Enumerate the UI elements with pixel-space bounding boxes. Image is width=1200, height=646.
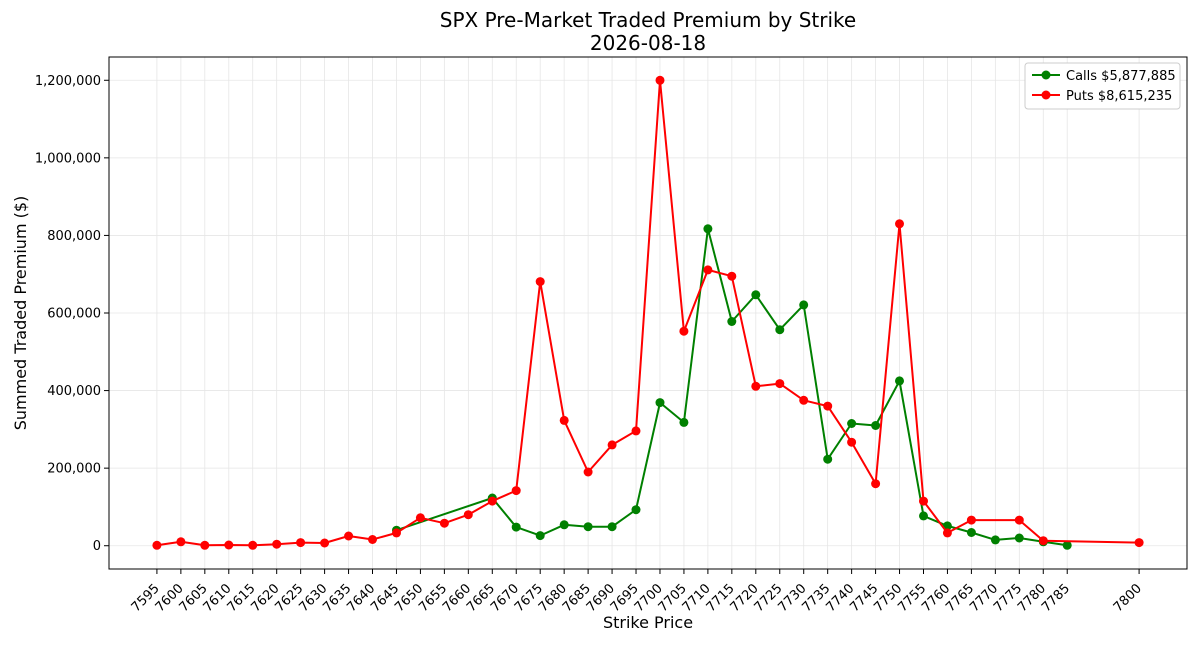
y-axis: 0 200,000 400,000 600,000 800,000 1,000,000 1,… (35, 74, 109, 554)
chart-subtitle: 2026-08-18 (590, 31, 706, 55)
y-tick-label: 200,000 (47, 462, 101, 477)
series-calls (392, 224, 1072, 550)
data-point (296, 538, 306, 548)
data-point (631, 505, 641, 515)
data-point (799, 300, 809, 310)
data-point (895, 219, 904, 229)
data-point (1014, 533, 1024, 543)
data-point (368, 535, 377, 544)
legend: Calls $5,877,885 Puts $8,615,235 (1024, 62, 1181, 110)
legend-puts-label: Puts $8,615,235 (1066, 89, 1172, 104)
x-axis-label: Strike Price (603, 613, 693, 632)
data-point (559, 415, 569, 425)
data-point (631, 426, 641, 436)
y-tick-label: 600,000 (47, 307, 101, 322)
data-point (200, 540, 210, 550)
data-point (942, 528, 952, 538)
data-point (607, 440, 617, 450)
data-point (823, 401, 833, 411)
data-point (871, 479, 881, 489)
data-point (655, 75, 665, 85)
data-point (775, 325, 785, 335)
data-point (919, 496, 928, 506)
data-point (727, 271, 737, 281)
data-point (439, 518, 449, 528)
data-point (392, 528, 401, 538)
data-point (966, 528, 976, 537)
data-point (487, 496, 497, 506)
data-point (583, 467, 593, 477)
data-point (224, 540, 234, 550)
data-point (583, 522, 593, 532)
y-axis-label: Summed Traded Premium ($) (11, 196, 30, 431)
data-point (344, 531, 354, 541)
data-point (823, 454, 833, 464)
y-tick-label: 1,200,000 (35, 74, 101, 89)
grid (109, 57, 1187, 569)
data-point (272, 539, 282, 549)
data-point (511, 522, 521, 532)
data-point (655, 398, 665, 408)
data-point (799, 395, 809, 405)
data-point (871, 421, 881, 430)
data-point (1014, 515, 1024, 525)
y-tick-label: 800,000 (47, 229, 101, 244)
data-point (463, 510, 473, 520)
y-tick-label: 400,000 (47, 384, 101, 399)
series-layer (152, 75, 1144, 550)
data-point (1134, 538, 1144, 548)
data-point (248, 540, 258, 550)
y-tick-label: 1,000,000 (35, 151, 101, 166)
data-point (942, 521, 952, 531)
data-point (535, 277, 545, 287)
data-point (415, 513, 425, 523)
data-point (1062, 540, 1072, 550)
data-point (511, 486, 521, 496)
legend-calls-label: Calls $5,877,885 (1066, 69, 1176, 84)
data-point (1038, 536, 1048, 546)
data-point (847, 419, 857, 428)
data-point (152, 540, 162, 550)
legend-box (1024, 62, 1181, 110)
legend-calls-marker (1041, 70, 1051, 80)
data-point (607, 522, 617, 532)
data-point (990, 535, 1000, 545)
data-point (966, 515, 976, 525)
data-point (320, 538, 330, 548)
data-point (679, 417, 689, 427)
legend-puts-marker (1041, 90, 1051, 100)
series-puts (152, 75, 1144, 550)
chart-title: SPX Pre-Market Traded Premium by Strike (440, 8, 856, 32)
data-point (703, 265, 713, 275)
data-point (176, 537, 186, 547)
data-point (847, 437, 857, 447)
data-point (559, 520, 569, 530)
data-point (895, 376, 904, 386)
data-point (535, 531, 545, 541)
data-point (919, 511, 928, 521)
data-point (751, 381, 761, 391)
data-point (679, 326, 689, 336)
data-point (703, 224, 713, 234)
data-point (727, 317, 737, 326)
data-point (775, 379, 785, 389)
y-tick-label: 0 (93, 539, 101, 554)
data-point (751, 290, 761, 300)
